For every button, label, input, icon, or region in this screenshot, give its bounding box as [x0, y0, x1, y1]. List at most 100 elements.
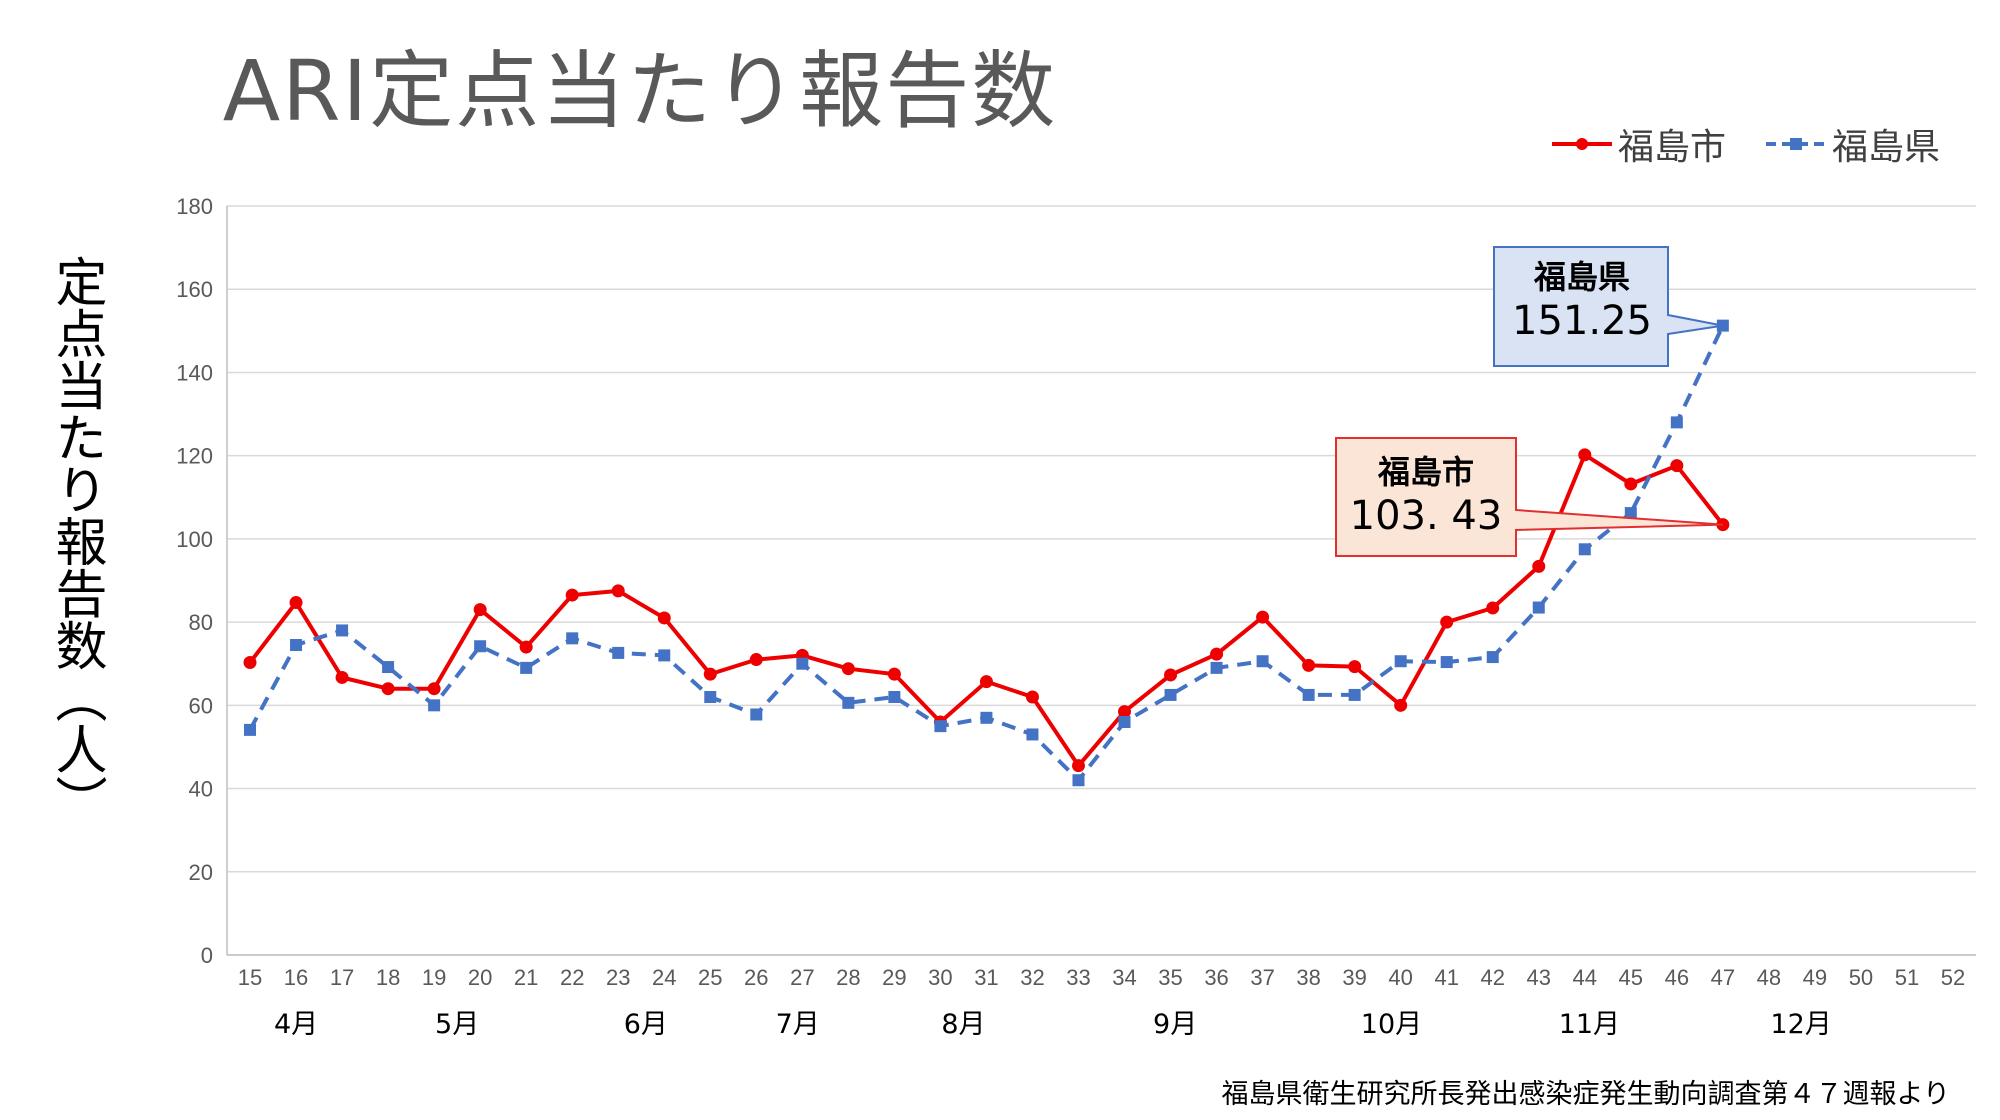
data-point [427, 682, 441, 696]
x-tick-label: 15 [238, 965, 262, 990]
month-label: 11月 [1559, 1009, 1620, 1040]
data-point [243, 655, 257, 669]
callout-pref-text: 福島県 151.25 [1502, 252, 1662, 344]
x-tick-label: 28 [836, 965, 860, 990]
x-tick-label: 42 [1480, 965, 1504, 990]
data-point [750, 708, 763, 721]
x-tick-label: 46 [1665, 965, 1689, 990]
x-tick-label: 45 [1619, 965, 1643, 990]
legend-label-fukushima-pref: 福島県 [1831, 127, 1940, 168]
legend-item-fukushima-city: 福島市 [1551, 118, 1726, 170]
month-label: 4月 [274, 1009, 318, 1040]
x-tick-label: 20 [468, 965, 492, 990]
data-point [1210, 661, 1223, 674]
x-tick-label: 41 [1434, 965, 1458, 990]
y-tick-label: 140 [176, 360, 213, 385]
x-tick-label: 49 [1803, 965, 1827, 990]
y-tick-label: 100 [176, 527, 213, 552]
data-point [1164, 668, 1178, 682]
data-point [1486, 651, 1499, 664]
callouts [1335, 246, 1724, 557]
data-point [290, 638, 303, 651]
data-point [381, 682, 395, 696]
series-lines [243, 319, 1730, 787]
data-point [1302, 688, 1315, 701]
callout-city-value: 103. 43 [1349, 493, 1503, 539]
x-tick-label: 21 [514, 965, 538, 990]
legend-line-red-icon [1551, 138, 1612, 150]
axes [226, 206, 1976, 956]
data-point [1256, 610, 1270, 624]
data-point [335, 670, 349, 684]
y-tick-label: 120 [176, 444, 213, 469]
callout-city-box [1335, 437, 1723, 557]
chart-title: ARI定点当たり報告数 [222, 42, 1058, 140]
month-label: 7月 [776, 1009, 820, 1040]
data-point [1440, 615, 1454, 629]
data-point [1210, 647, 1224, 661]
data-point [1026, 728, 1039, 741]
data-point [520, 661, 533, 674]
data-point [1256, 655, 1269, 668]
callout-city-text: 福島市 103. 43 [1340, 447, 1512, 539]
x-tick-label: 18 [376, 965, 400, 990]
callout-city-name: 福島市 [1377, 453, 1474, 491]
x-tick-label: 48 [1757, 965, 1781, 990]
callout-pref-name: 福島県 [1533, 258, 1630, 296]
data-point [1118, 715, 1131, 728]
x-tick-label: 27 [790, 965, 814, 990]
x-tick-label: 51 [1895, 965, 1919, 990]
x-tick-label: 40 [1388, 965, 1412, 990]
data-point [1348, 660, 1362, 674]
data-point [1118, 705, 1132, 719]
data-point [565, 588, 579, 602]
x-tick-label: 26 [744, 965, 768, 990]
data-point [1486, 601, 1500, 615]
y-axis-label: 定点当たり報告数（人） [46, 255, 106, 827]
x-tick-label: 25 [698, 965, 722, 990]
x-tick-label: 32 [1020, 965, 1044, 990]
x-tick-label: 33 [1066, 965, 1090, 990]
callout-pref-value: 151.25 [1512, 298, 1652, 344]
data-point [336, 624, 349, 637]
data-point [749, 653, 763, 667]
month-label: 5月 [435, 1009, 479, 1040]
data-point [1071, 759, 1085, 773]
data-point [980, 711, 993, 724]
y-tick-label: 40 [189, 777, 213, 802]
callout-pref-box [1493, 246, 1724, 367]
y-tick-label: 180 [176, 194, 213, 219]
data-point [704, 691, 717, 704]
data-point [244, 723, 257, 736]
data-point [1578, 448, 1592, 462]
data-point [428, 699, 441, 712]
x-tick-label: 29 [882, 965, 906, 990]
month-label: 9月 [1153, 1009, 1197, 1040]
legend-item-fukushima-pref: 福島県 [1765, 118, 1940, 170]
source-note: 福島県衛生研究所長発出感染症発生動向調査第４７週報より [1221, 1079, 1950, 1110]
data-point [1532, 559, 1546, 573]
data-point [888, 691, 901, 704]
data-point [841, 662, 855, 676]
legend: 福島市 福島県 [1551, 118, 1940, 170]
y-tick-label: 80 [189, 610, 213, 635]
data-point [1624, 507, 1637, 520]
data-point [1394, 698, 1408, 712]
x-tick-label: 16 [284, 965, 308, 990]
x-tick-label: 23 [606, 965, 630, 990]
data-point [611, 584, 625, 598]
x-tick-label: 39 [1342, 965, 1366, 990]
y-tick-label: 160 [176, 277, 213, 302]
data-point [887, 667, 901, 681]
x-tick-label: 52 [1941, 965, 1965, 990]
data-point [1670, 416, 1683, 429]
legend-line-blue-icon [1765, 138, 1826, 150]
data-point [979, 675, 993, 689]
month-label: 10月 [1361, 1009, 1422, 1040]
y-tick-label: 20 [189, 860, 213, 885]
month-label: 6月 [624, 1009, 668, 1040]
x-tick-label: 19 [422, 965, 446, 990]
data-point [842, 696, 855, 709]
x-tick-label: 24 [652, 965, 676, 990]
month-label: 12月 [1770, 1009, 1831, 1040]
